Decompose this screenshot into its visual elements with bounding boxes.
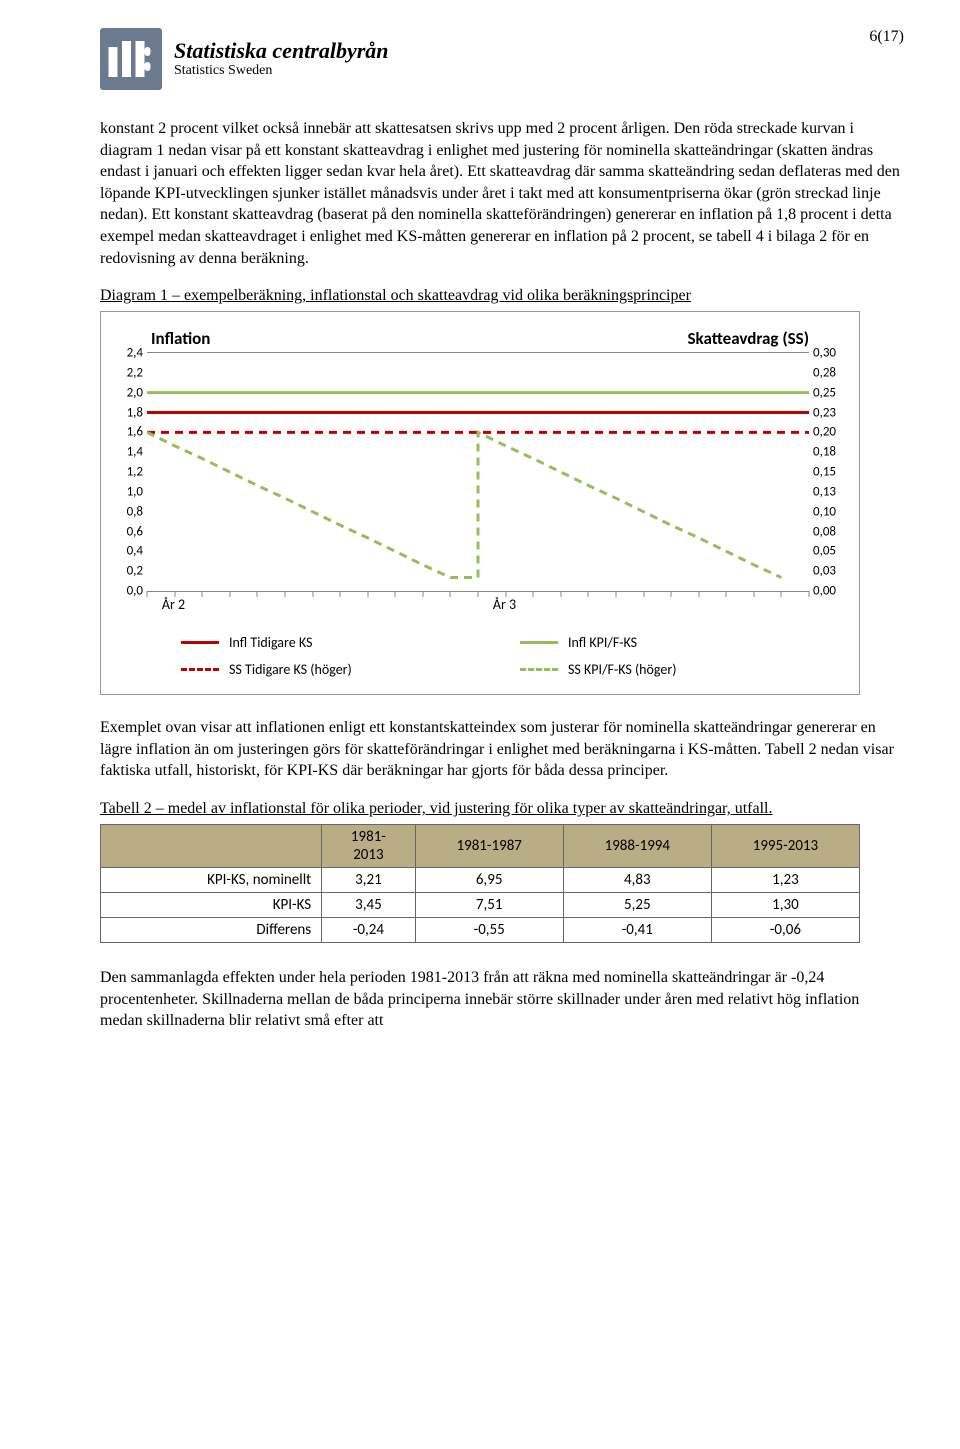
table-cell: 3,45 bbox=[322, 892, 415, 917]
xtick-label: År 3 bbox=[493, 596, 516, 613]
table-header: 1981-1987 bbox=[415, 824, 563, 867]
left-axis-title: Inflation bbox=[151, 328, 210, 349]
table-header: 1981-2013 bbox=[322, 824, 415, 867]
ytick-right: 0,18 bbox=[809, 445, 836, 460]
ytick-right: 0,05 bbox=[809, 544, 836, 559]
logo-subtitle: Statistics Sweden bbox=[174, 63, 389, 78]
table-cell: 1,30 bbox=[711, 892, 859, 917]
table-caption: Tabell 2 – medel av inflationstal för ol… bbox=[100, 800, 904, 818]
table-cell: -0,24 bbox=[322, 917, 415, 942]
legend-ss-kpif: SS KPI/F-KS (höger) bbox=[520, 661, 829, 678]
page-header: Statistiska centralbyrån Statistics Swed… bbox=[100, 28, 904, 90]
table-header-blank bbox=[101, 824, 322, 867]
table-cell: -0,06 bbox=[711, 917, 859, 942]
ytick-right: 0,30 bbox=[809, 346, 836, 361]
ytick-right: 0,00 bbox=[809, 584, 836, 599]
table-cell: 1,23 bbox=[711, 867, 859, 892]
ytick-right: 0,15 bbox=[809, 465, 836, 480]
table-cell: 6,95 bbox=[415, 867, 563, 892]
table-rowhead: Differens bbox=[101, 917, 322, 942]
ytick-left: 1,2 bbox=[127, 465, 147, 480]
legend-label: SS KPI/F-KS (höger) bbox=[568, 661, 677, 678]
table-row: Differens-0,24-0,55-0,41-0,06 bbox=[101, 917, 860, 942]
chart-legend: Infl Tidigare KS Infl KPI/F-KS SS Tidiga… bbox=[101, 622, 859, 694]
paragraph-2: Exemplet ovan visar att inflationen enli… bbox=[100, 717, 904, 782]
legend-label: Infl KPI/F-KS bbox=[568, 634, 637, 651]
logo: Statistiska centralbyrån Statistics Swed… bbox=[100, 28, 389, 90]
legend-ss-tidigare: SS Tidigare KS (höger) bbox=[181, 661, 490, 678]
table-cell: 5,25 bbox=[563, 892, 711, 917]
chart-plot-area: 2,40,302,20,282,00,251,80,231,60,201,40,… bbox=[147, 352, 809, 592]
table-row: KPI-KS, nominellt3,216,954,831,23 bbox=[101, 867, 860, 892]
ytick-left: 0,2 bbox=[127, 564, 147, 579]
ytick-left: 1,8 bbox=[127, 405, 147, 420]
legend-infl-kpif: Infl KPI/F-KS bbox=[520, 634, 829, 651]
legend-label: SS Tidigare KS (höger) bbox=[229, 661, 352, 678]
legend-label: Infl Tidigare KS bbox=[229, 634, 312, 651]
table-cell: 4,83 bbox=[563, 867, 711, 892]
table-rowhead: KPI-KS bbox=[101, 892, 322, 917]
ytick-left: 0,4 bbox=[127, 544, 147, 559]
ytick-left: 1,0 bbox=[127, 484, 147, 499]
ytick-left: 0,8 bbox=[127, 504, 147, 519]
ytick-right: 0,20 bbox=[809, 425, 836, 440]
ytick-right: 0,23 bbox=[809, 405, 836, 420]
ytick-left: 2,2 bbox=[127, 365, 147, 380]
ytick-left: 2,0 bbox=[127, 385, 147, 400]
paragraph-3: Den sammanlagda effekten under hela peri… bbox=[100, 967, 904, 1032]
ytick-left: 2,4 bbox=[127, 346, 147, 361]
ytick-left: 0,0 bbox=[127, 584, 147, 599]
table-rowhead: KPI-KS, nominellt bbox=[101, 867, 322, 892]
legend-infl-tidigare: Infl Tidigare KS bbox=[181, 634, 490, 651]
page-number: 6(17) bbox=[869, 28, 904, 46]
diagram-1-chart: Inflation Skatteavdrag (SS) 2,40,302,20,… bbox=[100, 311, 860, 695]
table-cell: 7,51 bbox=[415, 892, 563, 917]
ytick-right: 0,08 bbox=[809, 524, 836, 539]
ytick-right: 0,13 bbox=[809, 484, 836, 499]
table-header: 1988-1994 bbox=[563, 824, 711, 867]
diagram-caption: Diagram 1 – exempelberäkning, inflations… bbox=[100, 287, 904, 305]
paragraph-1: konstant 2 procent vilket också innebär … bbox=[100, 118, 904, 269]
ytick-left: 1,4 bbox=[127, 445, 147, 460]
ytick-right: 0,28 bbox=[809, 365, 836, 380]
table-cell: -0,41 bbox=[563, 917, 711, 942]
table-cell: 3,21 bbox=[322, 867, 415, 892]
scb-logo-icon bbox=[100, 28, 162, 90]
ytick-right: 0,10 bbox=[809, 504, 836, 519]
table-2: 1981-2013 1981-1987 1988-1994 1995-2013 … bbox=[100, 824, 860, 943]
ytick-right: 0,03 bbox=[809, 564, 836, 579]
table-header: 1995-2013 bbox=[711, 824, 859, 867]
ytick-left: 1,6 bbox=[127, 425, 147, 440]
ytick-left: 0,6 bbox=[127, 524, 147, 539]
table-row: KPI-KS3,457,515,251,30 bbox=[101, 892, 860, 917]
xtick-label: År 2 bbox=[162, 596, 185, 613]
table-cell: -0,55 bbox=[415, 917, 563, 942]
right-axis-title: Skatteavdrag (SS) bbox=[687, 328, 809, 349]
logo-title: Statistiska centralbyrån bbox=[174, 39, 389, 63]
ytick-right: 0,25 bbox=[809, 385, 836, 400]
